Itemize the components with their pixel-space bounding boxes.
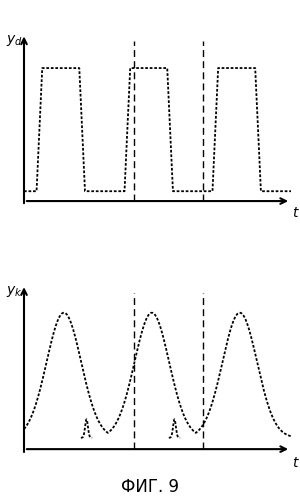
Text: ФИГ. 9: ФИГ. 9 <box>121 478 179 496</box>
Text: $y_k$: $y_k$ <box>6 284 23 299</box>
Text: $t$: $t$ <box>292 207 300 221</box>
Text: $t$: $t$ <box>292 457 300 471</box>
Text: $y_d$: $y_d$ <box>6 33 23 48</box>
